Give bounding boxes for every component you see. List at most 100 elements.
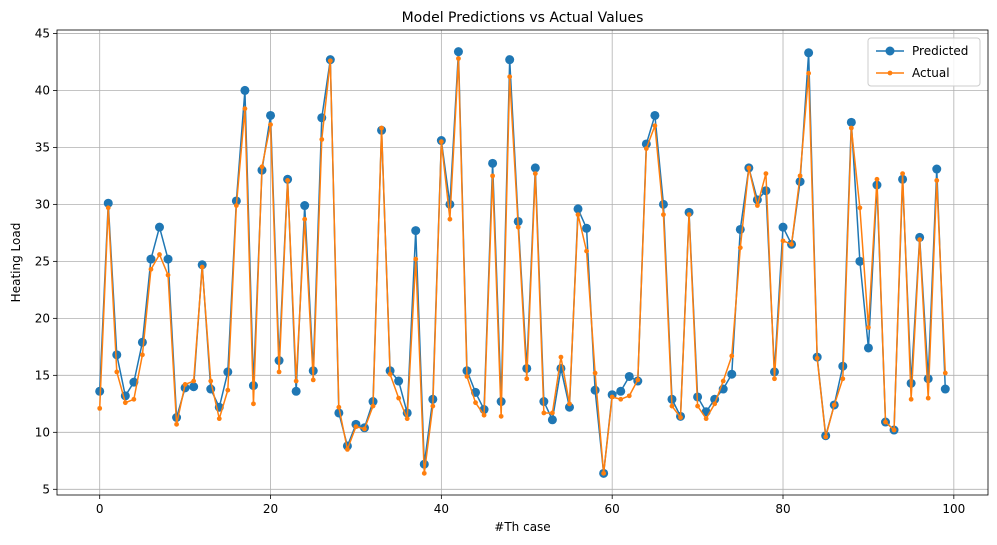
data-point [601,470,607,476]
data-point [695,403,700,409]
series-actual [97,56,948,476]
data-point [831,402,837,408]
data-point [464,374,470,379]
data-point [225,387,231,393]
data-point [233,203,239,208]
data-point [616,386,626,396]
data-point [157,252,162,257]
data-point [362,426,367,432]
data-point [840,376,846,382]
data-point [105,205,111,211]
data-point [103,198,113,208]
data-point [310,377,316,383]
legend-marker [885,46,895,56]
data-point [411,226,421,236]
x-tick-label: 20 [263,502,278,516]
data-point [114,369,120,375]
data-point [268,122,273,127]
data-point [582,223,592,233]
plot-frame [56,29,989,496]
data-point [327,58,333,64]
legend-marker [887,70,893,76]
series-predicted [95,47,950,478]
data-point [942,370,948,376]
data-point [686,212,692,218]
data-point [658,199,668,209]
data-point [780,238,786,244]
data-point [778,222,788,232]
data-point [498,413,504,419]
data-point [421,470,427,476]
data-point [300,201,310,211]
data-point [148,266,154,272]
data-point [652,123,658,129]
data-point [925,395,931,401]
data-point [216,416,222,422]
y-tick-label: 25 [35,254,50,268]
data-point [806,70,812,76]
data-point [163,254,173,264]
y-tick-label: 5 [42,482,50,496]
data-point [720,378,726,384]
axis-ticks: 0 20 40 60 80 100 5 10 15 20 25 30 35 40 45 [35,26,966,516]
data-point [430,403,436,409]
data-point [319,137,325,142]
data-point [863,343,873,353]
data-point [336,404,342,410]
data-point [404,416,410,422]
data-point [413,256,419,262]
data-point [567,401,572,407]
data-point [473,400,478,406]
data-point [481,412,487,418]
data-point [293,378,299,384]
data-point [191,378,197,384]
data-point [900,171,905,177]
data-point [855,256,865,266]
data-point [618,396,624,402]
data-point [97,405,103,411]
data-point [146,254,156,264]
data-point [154,222,164,232]
data-point [643,146,649,151]
data-point [575,212,581,218]
data-point [131,396,137,402]
data-point [208,378,214,384]
data-point [532,171,538,177]
data-point [891,427,897,433]
data-point [122,400,128,406]
data-point [189,382,199,392]
data-point [923,374,933,384]
grid [57,30,988,495]
data-point [524,376,530,382]
data-point [789,241,794,247]
data-point [592,370,598,376]
data-point [379,125,384,131]
data-point [703,416,709,422]
data-point [530,163,540,173]
data-point [940,384,950,394]
x-axis-label: #Th case [494,520,550,534]
data-point [112,350,122,360]
data-point [285,178,291,183]
data-point [394,376,404,386]
data-point [558,354,564,360]
data-point [932,164,942,174]
data-point [387,371,393,377]
data-point [438,139,444,145]
data-point [251,401,256,407]
data-point [564,402,574,412]
data-point [266,110,276,120]
data-point [735,224,745,234]
y-tick-label: 30 [35,197,50,211]
x-tick-label: 0 [96,502,104,516]
y-tick-label: 20 [35,311,50,325]
data-point [259,164,265,170]
data-point [447,216,453,222]
data-point [549,410,555,416]
data-point [804,48,814,58]
data-point [174,421,179,427]
chart-title: Model Predictions vs Actual Values [402,10,644,26]
x-tick-label: 100 [942,502,965,516]
data-point [456,56,461,61]
data-point [669,403,675,409]
